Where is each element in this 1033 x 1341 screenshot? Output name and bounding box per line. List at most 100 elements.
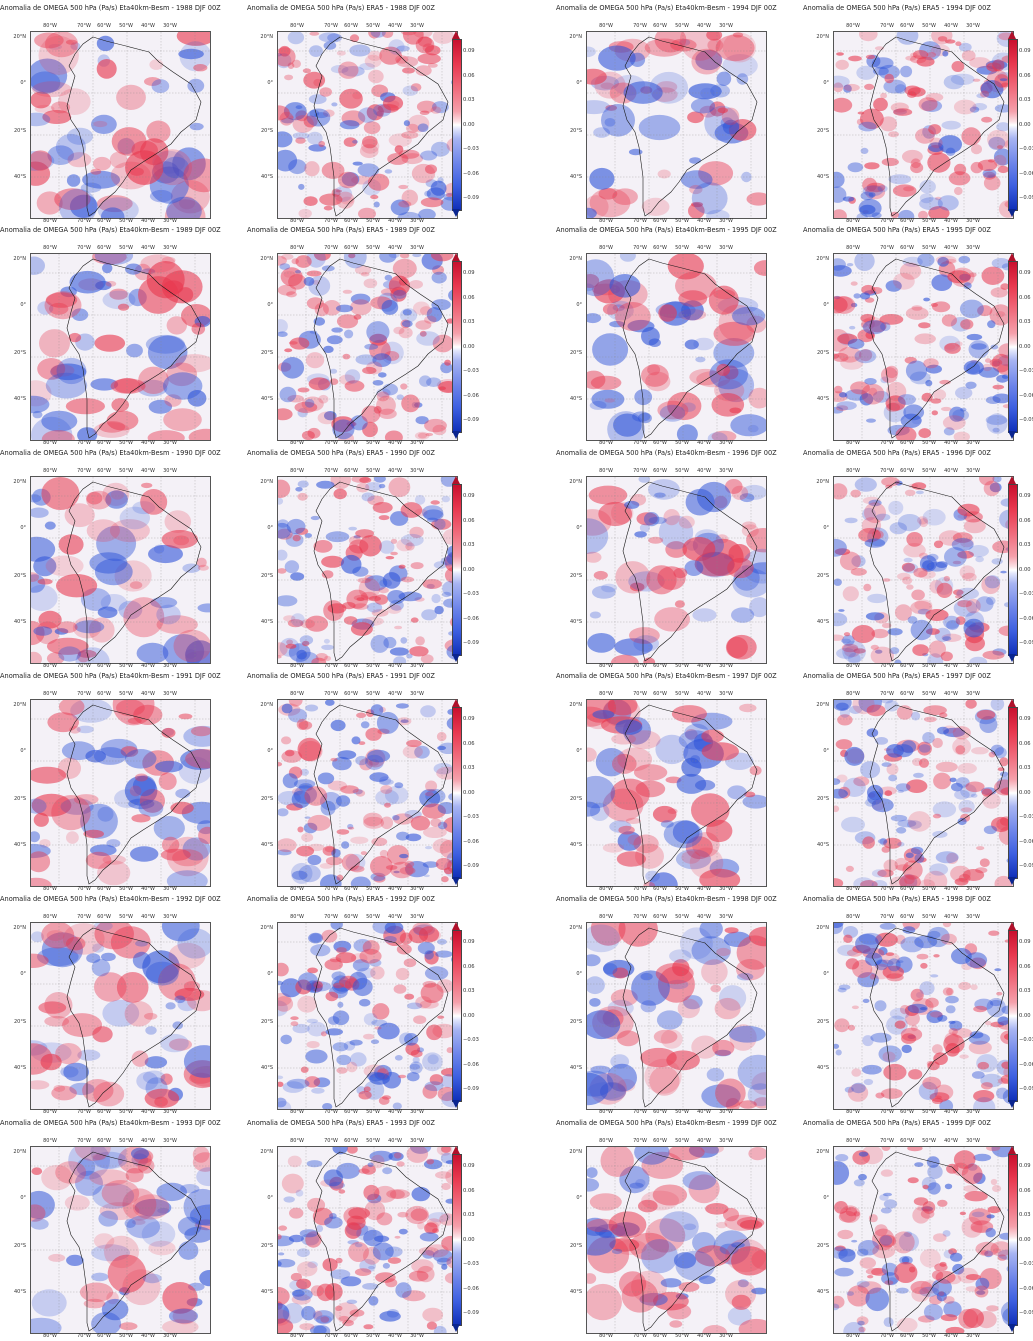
longitude-tick: 30°W [966,691,980,697]
latitude-tick: 40°S [816,1065,829,1071]
longitude-tick: 60°W [900,691,914,697]
map-area [586,922,767,1110]
longitude-tick: 60°W [97,886,111,892]
latitude-tick: 0° [20,80,26,86]
longitude-tick: 60°W [653,691,667,697]
longitude-tick: 80°W [599,1333,613,1339]
colorbar-tick: 0.00 [463,566,475,573]
longitude-tick-labels: 80°W 70°W 60°W 50°W 40°W 30°W [30,663,209,670]
colorbar-tick: 0.00 [463,789,475,796]
latitude-tick: 0° [823,1195,829,1201]
south-america-coastline [869,258,1005,439]
colorbar-tick: −0.09 [1019,417,1033,423]
longitude-tick: 60°W [900,914,914,920]
longitude-tick-labels: 80°W 70°W 60°W 50°W 40°W 30°W [833,691,1012,698]
longitude-tick: 60°W [900,1333,914,1339]
colorbar-tick: 0.03 [1019,319,1031,325]
colorbar: 0.09 0.06 0.03 0.00 −0.03 −0.06 −0.09 [452,476,479,662]
panel-title: Anomalia de OMEGA 500 hPa (Pa/s) ERA5 - … [247,449,435,457]
longitude-tick: 50°W [922,663,936,669]
omega-anomaly-field [587,477,766,663]
longitude-tick: 30°W [719,1138,733,1144]
colorbar-extend-max [452,253,460,261]
panel-title: Anomalia de OMEGA 500 hPa (Pa/s) ERA5 - … [247,895,435,903]
longitude-tick: 30°W [719,914,733,920]
longitude-tick: 60°W [900,440,914,446]
panel-title: Anomalia de OMEGA 500 hPa (Pa/s) Eta40km… [0,4,221,12]
latitude-tick-labels: 20°N 0° 20°S 40°S [0,476,28,662]
longitude-tick: 80°W [599,23,613,29]
colorbar-gradient [1008,39,1018,211]
longitude-tick: 80°W [290,663,304,669]
longitude-tick: 60°W [97,1333,111,1339]
colorbar-tick: 0.03 [1019,542,1031,548]
south-america-coastline [622,36,758,217]
colorbar-extend-max [1008,699,1016,707]
panel-title: Anomalia de OMEGA 500 hPa (Pa/s) ERA5 - … [803,672,991,680]
colorbar-gradient [452,261,462,433]
longitude-tick: 30°W [163,1138,177,1144]
longitude-tick: 60°W [97,1138,111,1144]
longitude-tick: 30°W [163,886,177,892]
longitude-tick: 40°W [697,691,711,697]
latitude-tick: 20°N [569,925,582,931]
latitude-tick: 20°N [13,702,26,708]
colorbar-tick-labels: 0.09 0.06 0.03 0.00 −0.03 −0.06 −0.09 [463,1154,487,1324]
colorbar-tick: −0.03 [1019,814,1033,820]
longitude-tick: 80°W [599,663,613,669]
latitude-tick: 20°N [13,925,26,931]
longitude-tick: 80°W [290,1333,304,1339]
latitude-tick: 0° [576,80,582,86]
south-america-coastline [622,927,758,1108]
longitude-tick: 30°W [410,886,424,892]
longitude-tick-labels: 80°W 70°W 60°W 50°W 40°W 30°W [277,23,456,30]
colorbar-gradient [452,1154,462,1326]
longitude-tick: 40°W [944,886,958,892]
longitude-tick: 40°W [388,245,402,251]
colorbar-tick: 0.09 [1019,939,1031,945]
longitude-tick: 30°W [163,914,177,920]
longitude-tick: 70°W [77,691,91,697]
south-america-coastline [313,258,449,439]
longitude-tick: 30°W [966,245,980,251]
latitude-tick: 40°S [569,1289,582,1295]
longitude-tick: 80°W [599,914,613,920]
longitude-tick-labels: 80°W 70°W 60°W 50°W 40°W 30°W [30,245,209,252]
colorbar: 0.09 0.06 0.03 0.00 −0.03 −0.06 −0.09 [452,253,479,439]
map-area [586,31,767,219]
longitude-tick: 50°W [119,23,133,29]
longitude-tick: 80°W [846,886,860,892]
longitude-tick: 50°W [922,218,936,224]
latitude-tick: 20°S [816,573,829,579]
longitude-tick: 60°W [653,218,667,224]
longitude-tick: 30°W [163,691,177,697]
longitude-tick: 50°W [366,691,380,697]
longitude-tick: 40°W [944,245,958,251]
longitude-tick: 80°W [846,1138,860,1144]
model-panel: Anomalia de OMEGA 500 hPa (Pa/s) Eta40km… [0,222,240,446]
longitude-tick: 40°W [141,245,155,251]
longitude-tick: 60°W [344,218,358,224]
map-area [833,476,1014,664]
model-panel: Anomalia de OMEGA 500 hPa (Pa/s) Eta40km… [556,891,796,1115]
colorbar-tick: −0.03 [1019,1037,1033,1043]
south-america-coastline [66,927,202,1108]
longitude-tick: 80°W [43,691,57,697]
longitude-tick: 60°W [900,23,914,29]
latitude-tick: 0° [20,971,26,977]
colorbar-tick: 0.03 [463,988,475,994]
longitude-tick-labels: 80°W 70°W 60°W 50°W 40°W 30°W [833,1333,1012,1340]
colorbar-tick: 0.06 [463,72,475,79]
era5-panel: Anomalia de OMEGA 500 hPa (Pa/s) ERA5 - … [247,222,487,446]
longitude-tick-labels: 80°W 70°W 60°W 50°W 40°W 30°W [833,914,1012,921]
longitude-tick: 60°W [97,914,111,920]
longitude-tick: 70°W [633,1109,647,1115]
longitude-tick: 60°W [653,1109,667,1115]
longitude-tick-labels: 80°W 70°W 60°W 50°W 40°W 30°W [30,691,209,698]
latitude-tick: 40°S [569,619,582,625]
colorbar-tick: 0.00 [1019,343,1031,350]
latitude-tick: 20°S [569,350,582,356]
panel-title: Anomalia de OMEGA 500 hPa (Pa/s) ERA5 - … [803,226,991,234]
colorbar-tick: 0.09 [463,493,475,499]
